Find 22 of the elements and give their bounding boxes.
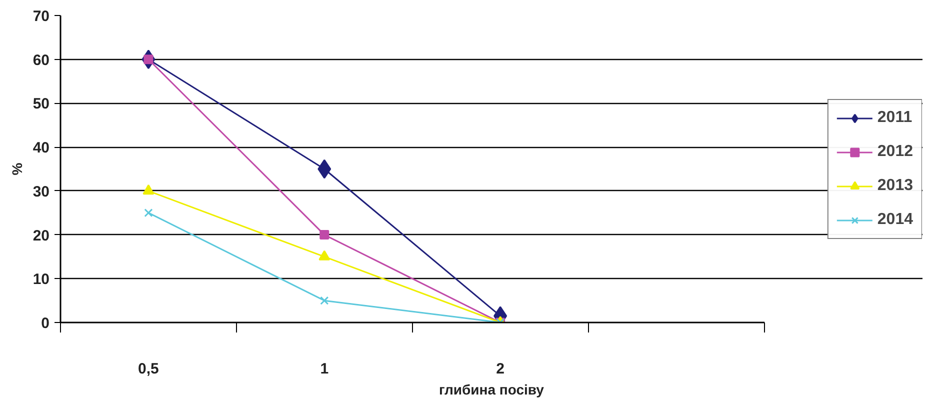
x-tick-label: 1 — [320, 360, 329, 378]
point — [318, 250, 330, 260]
x-tick-label: 2 — [496, 360, 504, 378]
y-tick-label: 40 — [32, 140, 50, 157]
y-tick-label: 60 — [32, 52, 50, 69]
point — [144, 208, 153, 218]
legend-label: 2012 — [877, 142, 913, 160]
y-tick-label: 20 — [32, 227, 50, 244]
y-tick-label: 50 — [32, 96, 50, 113]
y-tick-label: 30 — [32, 183, 50, 200]
point — [318, 159, 332, 179]
x-tick-label: 0,5 — [138, 360, 159, 378]
legend-label: 2014 — [877, 210, 913, 228]
x-axis-title: глибина посіву — [439, 382, 544, 398]
legend-label: 2013 — [877, 176, 913, 194]
y-tick-label: 70 — [32, 8, 50, 25]
y-tick-label: 10 — [32, 271, 50, 288]
legend-label: 2011 — [877, 108, 912, 126]
point — [142, 184, 154, 195]
y-tick-label: 0 — [41, 315, 50, 332]
y-axis-title: % — [8, 162, 25, 176]
point — [320, 230, 330, 240]
